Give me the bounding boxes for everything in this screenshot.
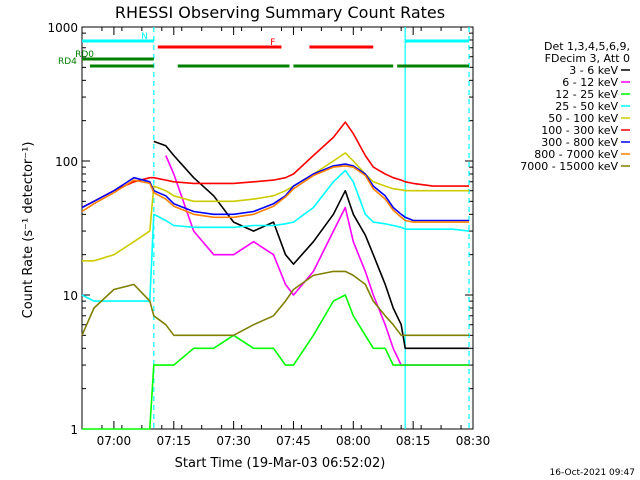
x-tick-label: 08:15	[396, 434, 431, 448]
flag-label: F	[270, 38, 275, 48]
legend-entry-label: 100 - 300 keV	[541, 124, 618, 137]
flag-label: RD4	[58, 57, 77, 67]
legend-entry-label: 12 - 25 keV	[555, 88, 618, 101]
flag-label: RD0	[75, 50, 94, 60]
series-line	[81, 121, 469, 209]
series-lines	[81, 121, 470, 430]
x-axis-label: Start Time (19-Mar-03 06:52:02)	[175, 456, 386, 471]
legend-header: FDecim 3, Att 0	[545, 52, 630, 65]
legend-entry-label: 6 - 12 keV	[562, 76, 618, 89]
series-line	[153, 140, 469, 350]
series-line	[81, 165, 469, 223]
legend-entry-label: 7000 - 15000 keV	[520, 160, 618, 173]
series-line	[81, 270, 469, 337]
axes: 1 10 100 1000 07:00 07:15 07:30 07:45 08:00 08:15…	[47, 21, 490, 448]
flag-label: N	[141, 32, 148, 42]
y-tick-label: 100	[55, 155, 78, 169]
x-tick-label: 07:45	[276, 434, 311, 448]
legend-entry-label: 25 - 50 keV	[555, 100, 618, 113]
chart-title: RHESSI Observing Summary Count Rates	[115, 3, 445, 22]
legend-header: Det 1,3,4,5,6,9,	[544, 40, 630, 53]
x-tick-label: 07:00	[97, 434, 132, 448]
y-tick-label: 10	[63, 289, 78, 303]
series-line	[82, 294, 469, 430]
plot-area	[81, 26, 474, 430]
legend-entry-label: 800 - 7000 keV	[534, 148, 618, 161]
timestamp-label: 16-Oct-2021 09:47	[550, 468, 635, 478]
legend-entry-label: 300 - 800 keV	[541, 136, 618, 149]
x-tick-label: 07:30	[216, 434, 251, 448]
legend-entry-label: 3 - 6 keV	[569, 64, 618, 77]
series-line	[81, 169, 470, 302]
plot-frame	[81, 26, 474, 430]
y-axis-label: Count Rate (s⁻¹ detector⁻¹)	[21, 142, 36, 319]
x-tick-label: 07:15	[156, 434, 191, 448]
y-tick-label: 1	[70, 423, 78, 437]
x-tick-label: 08:00	[336, 434, 371, 448]
y-tick-label: 1000	[47, 21, 78, 35]
x-tick-label: 08:30	[456, 434, 491, 448]
legend-entry-label: 50 - 100 keV	[548, 112, 618, 125]
legend: Det 1,3,4,5,6,9,FDecim 3, Att 03 - 6 keV…	[520, 40, 630, 173]
